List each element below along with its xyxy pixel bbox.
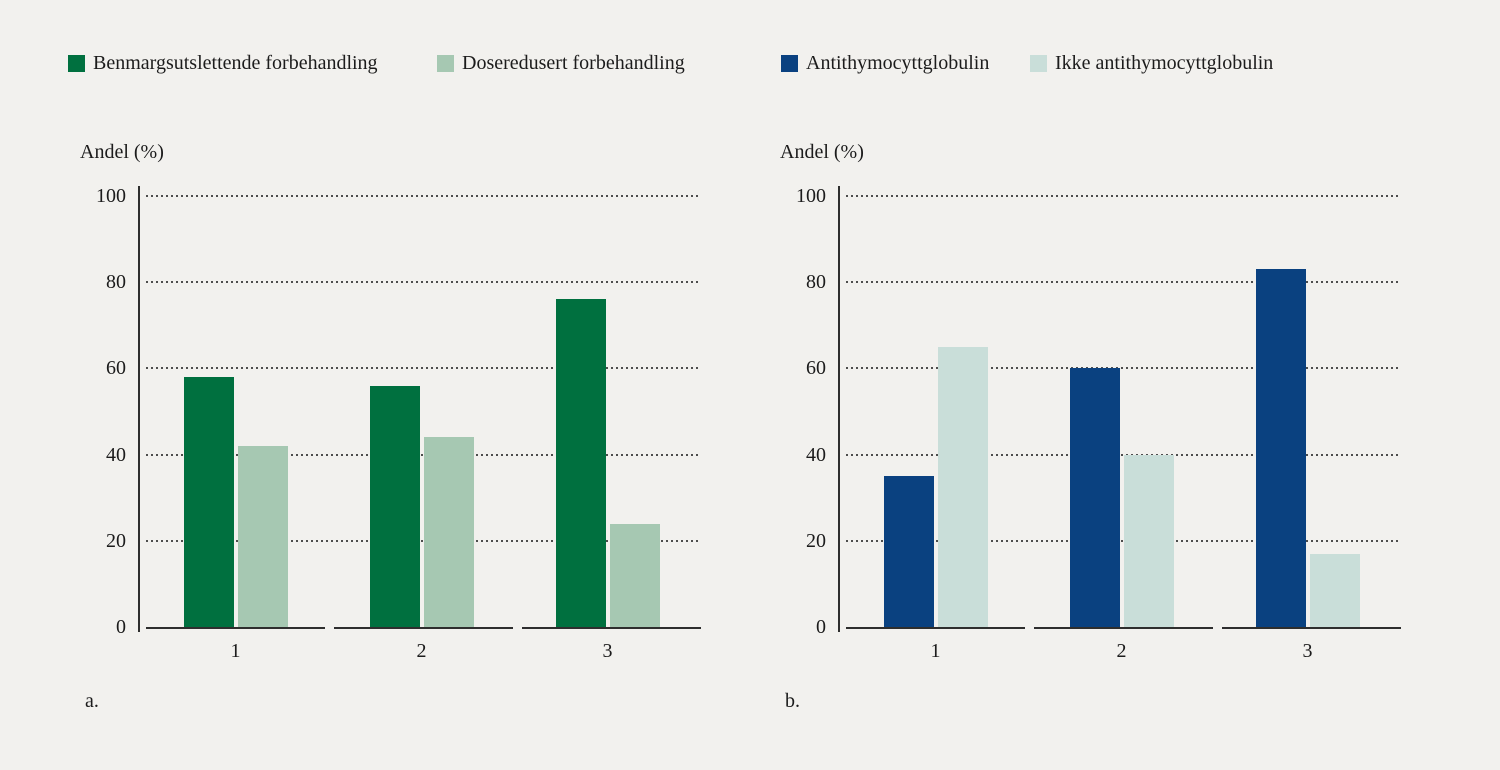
panel-label-a: a. <box>85 690 99 712</box>
y-tick-label-60: 60 <box>106 357 126 380</box>
gridline-100 <box>146 195 700 197</box>
y-axis-title: Andel (%) <box>80 141 164 163</box>
bar-b-cat2-series1 <box>1069 368 1120 627</box>
panel-label-b: b. <box>785 690 800 712</box>
bar-a-cat2-series1 <box>369 385 420 627</box>
x-tick-label-2: 2 <box>416 640 427 662</box>
bar-b-cat1-series2 <box>937 346 988 627</box>
gridline-60 <box>846 367 1400 370</box>
gridline-100 <box>846 195 1400 197</box>
bar-a-cat1-series1 <box>183 377 234 627</box>
y-tick-label-80: 80 <box>806 271 826 294</box>
bar-a-cat1-series2 <box>237 445 288 627</box>
x-axis-segment-1 <box>846 627 1025 629</box>
legend-item-antithymocyttglobulin: Antithymocyttglobulin <box>781 52 989 75</box>
chart-b: Andel (%) 0 20 40 60 80 100 1 2 3 b. <box>780 140 1401 740</box>
x-tick-label-1: 1 <box>930 640 941 662</box>
gridline-20 <box>146 539 700 542</box>
gridline-80 <box>146 281 700 284</box>
legend-label: Doseredusert forbehandling <box>462 52 685 74</box>
bar-b-cat3-series1 <box>1255 269 1306 627</box>
y-tick-label-20: 20 <box>806 529 826 552</box>
bar-b-cat2-series2 <box>1123 454 1174 627</box>
bar-a-cat2-series2 <box>423 437 474 627</box>
gridline-60 <box>146 367 700 370</box>
y-tick-label-20: 20 <box>106 529 126 552</box>
legend-label: Antithymocyttglobulin <box>806 52 990 74</box>
y-tick-label-40: 40 <box>806 443 826 466</box>
gridline-20 <box>846 539 1400 542</box>
gridline-40 <box>846 453 1400 456</box>
y-tick-label-100: 100 <box>796 185 826 207</box>
y-tick-label-100: 100 <box>96 185 126 207</box>
x-tick-label-2: 2 <box>1116 640 1127 662</box>
legend-item-doseredusert: Doseredusert forbehandling <box>437 52 685 75</box>
x-tick-label-3: 3 <box>602 640 613 662</box>
y-tick-label-0: 0 <box>116 616 126 638</box>
chart-a: Andel (%) 0 20 40 60 80 100 1 2 3 a. <box>80 140 701 740</box>
bar-a-cat3-series1 <box>555 299 606 627</box>
y-tick-label-0: 0 <box>816 616 826 638</box>
legend-item-benmargsutslettende: Benmargsutslettende forbehandling <box>68 52 378 75</box>
legend-item-ikke-antithymocyttglobulin: Ikke antithymocyttglobulin <box>1030 52 1273 75</box>
x-axis-segment-3 <box>522 627 701 629</box>
x-tick-label-1: 1 <box>230 640 241 662</box>
x-axis-segment-1 <box>146 627 325 629</box>
x-axis-segment-3 <box>1222 627 1401 629</box>
bar-a-cat3-series2 <box>609 523 660 627</box>
bar-b-cat3-series2 <box>1309 553 1360 627</box>
y-tick-label-40: 40 <box>106 443 126 466</box>
y-tick-label-80: 80 <box>106 271 126 294</box>
legend-swatch-light-teal-icon <box>1030 55 1047 72</box>
x-tick-label-3: 3 <box>1302 640 1313 662</box>
legend-swatch-dark-green-icon <box>68 55 85 72</box>
y-axis-line <box>838 186 840 632</box>
chart-a-plot-area: 0 20 40 60 80 100 1 2 3 <box>80 140 701 740</box>
chart-b-plot-area: 0 20 40 60 80 100 1 2 3 <box>780 140 1401 740</box>
x-axis-segment-2 <box>1034 627 1213 629</box>
y-axis-title: Andel (%) <box>780 141 864 163</box>
legend-label: Ikke antithymocyttglobulin <box>1055 52 1274 74</box>
gridline-40 <box>146 453 700 456</box>
legend-swatch-light-green-icon <box>437 55 454 72</box>
x-axis-segment-2 <box>334 627 513 629</box>
y-axis-line <box>138 186 140 632</box>
gridline-80 <box>846 281 1400 284</box>
bar-b-cat1-series1 <box>883 476 934 627</box>
y-tick-label-60: 60 <box>806 357 826 380</box>
legend-label: Benmargsutslettende forbehandling <box>93 52 378 74</box>
legend-swatch-dark-blue-icon <box>781 55 798 72</box>
